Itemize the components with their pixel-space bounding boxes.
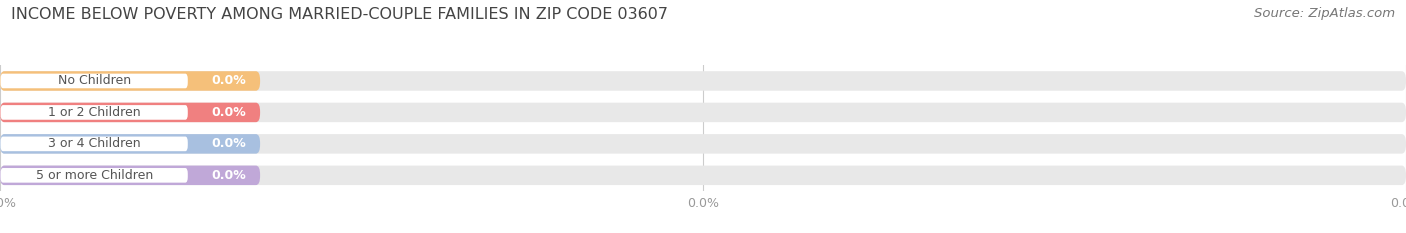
FancyBboxPatch shape bbox=[0, 74, 188, 88]
FancyBboxPatch shape bbox=[0, 103, 1406, 122]
Text: INCOME BELOW POVERTY AMONG MARRIED-COUPLE FAMILIES IN ZIP CODE 03607: INCOME BELOW POVERTY AMONG MARRIED-COUPL… bbox=[11, 7, 668, 22]
FancyBboxPatch shape bbox=[0, 71, 1406, 91]
Text: 0.0%: 0.0% bbox=[211, 137, 246, 150]
Text: 1 or 2 Children: 1 or 2 Children bbox=[48, 106, 141, 119]
FancyBboxPatch shape bbox=[0, 137, 188, 151]
Text: 5 or more Children: 5 or more Children bbox=[35, 169, 153, 182]
Text: Source: ZipAtlas.com: Source: ZipAtlas.com bbox=[1254, 7, 1395, 20]
Text: 0.0%: 0.0% bbox=[211, 169, 246, 182]
Text: No Children: No Children bbox=[58, 75, 131, 87]
FancyBboxPatch shape bbox=[0, 168, 188, 183]
FancyBboxPatch shape bbox=[0, 71, 260, 91]
FancyBboxPatch shape bbox=[0, 134, 260, 154]
FancyBboxPatch shape bbox=[0, 103, 260, 122]
FancyBboxPatch shape bbox=[0, 166, 1406, 185]
Text: 0.0%: 0.0% bbox=[211, 75, 246, 87]
FancyBboxPatch shape bbox=[0, 105, 188, 120]
FancyBboxPatch shape bbox=[0, 134, 1406, 154]
Text: 0.0%: 0.0% bbox=[211, 106, 246, 119]
Text: 3 or 4 Children: 3 or 4 Children bbox=[48, 137, 141, 150]
FancyBboxPatch shape bbox=[0, 166, 260, 185]
